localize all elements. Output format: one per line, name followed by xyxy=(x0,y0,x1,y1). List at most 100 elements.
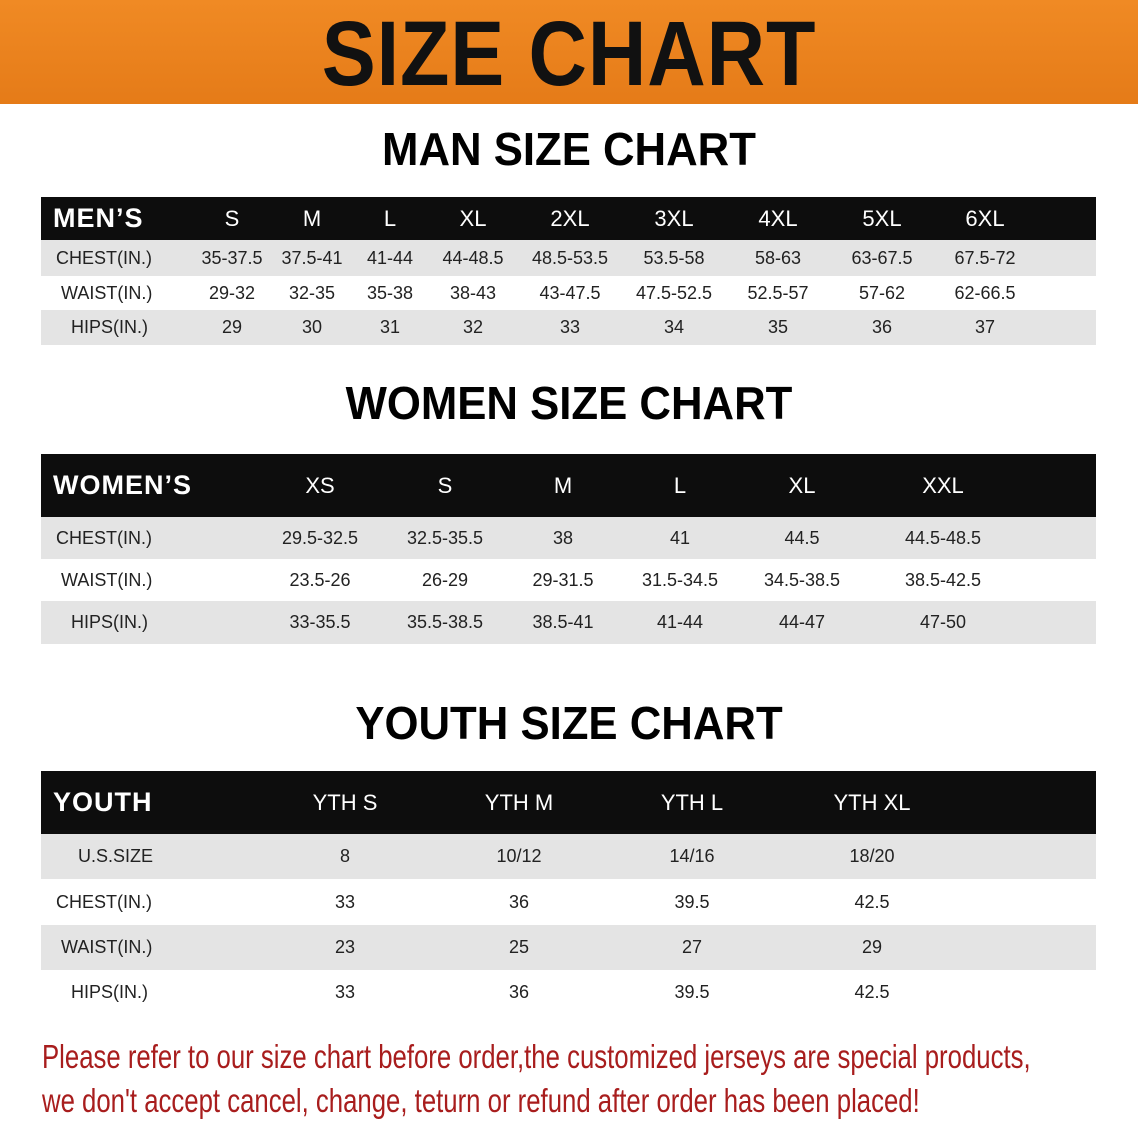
women-size-table: WOMEN’S XS S M L XL XXL CHEST(IN.) 29.5-32.5 32.5… xyxy=(41,454,1096,644)
size-header-cell: XS xyxy=(305,472,335,498)
measurement-cell: 41-44 xyxy=(656,612,704,632)
size-header-cell: XL xyxy=(459,205,487,231)
measurement-cell: 41-44 xyxy=(366,247,414,268)
size-header-cell: XL xyxy=(788,472,816,498)
measurement-cell: 57-62 xyxy=(858,282,906,303)
size-header-cell: 5XL xyxy=(862,205,902,231)
size-header-cell: YTH M xyxy=(484,789,554,815)
measurement-cell: 25 xyxy=(508,937,530,957)
measurement-cell: 39.5 xyxy=(674,891,710,912)
size-header-cell: YTH XL xyxy=(833,789,911,815)
measurement-cell: 31 xyxy=(379,317,401,337)
banner: SIZE CHART xyxy=(0,0,1138,105)
measurement-cell: 44.5 xyxy=(784,527,820,548)
measurement-cell: 47-50 xyxy=(919,612,967,632)
size-header-cell: L xyxy=(673,472,687,498)
measurement-cell: 32 xyxy=(462,317,484,337)
measurement-cell: 47.5-52.5 xyxy=(635,282,713,303)
measurement-cell: 34.5-38.5 xyxy=(763,569,841,590)
measurement-cell: 29 xyxy=(861,937,883,957)
measurement-cell: 32.5-35.5 xyxy=(406,527,484,548)
size-header-cell: 2XL xyxy=(550,205,590,231)
measurement-cell: 35.5-38.5 xyxy=(406,612,484,632)
row-label: CHEST(IN.) xyxy=(56,891,152,912)
measurement-cell: 34 xyxy=(663,317,685,337)
row-label: HIPS(IN.) xyxy=(71,317,149,337)
men-header-row: MEN’S S M L XL 2XL 3XL 4XL 5XL 6XL xyxy=(41,197,1096,240)
table-row: HIPS(IN.) 29 30 31 32 33 34 35 36 37 xyxy=(41,310,1096,345)
measurement-cell: 48.5-53.5 xyxy=(531,247,609,268)
banner-title: SIZE CHART xyxy=(321,3,817,105)
measurement-cell: 35-37.5 xyxy=(201,247,263,268)
measurement-cell: 44.5-48.5 xyxy=(904,527,982,548)
table-row: U.S.SIZE 8 10/12 14/16 18/20 xyxy=(41,834,1096,879)
measurement-cell: 36 xyxy=(871,317,893,337)
measurement-cell: 53.5-58 xyxy=(643,247,705,268)
row-label: U.S.SIZE xyxy=(78,846,154,866)
measurement-cell: 63-67.5 xyxy=(851,247,913,268)
row-label: WAIST(IN.) xyxy=(61,282,153,303)
measurement-cell: 41 xyxy=(669,527,691,548)
measurement-cell: 44-47 xyxy=(778,612,826,632)
table-row: HIPS(IN.) 33-35.5 35.5-38.5 38.5-41 41-44 44-… xyxy=(41,601,1096,644)
men-section-title: MAN SIZE CHART xyxy=(382,123,756,175)
youth-size-table: YOUTH YTH S YTH M YTH L YTH XL U.S.SIZE 8 10/12… xyxy=(41,771,1096,1015)
measurement-cell: 30 xyxy=(301,317,323,337)
measurement-cell: 29 xyxy=(221,317,243,337)
row-label: CHEST(IN.) xyxy=(56,247,152,268)
size-header-cell: 6XL xyxy=(965,205,1005,231)
measurement-cell: 31.5-34.5 xyxy=(641,569,719,590)
size-header-cell: YTH L xyxy=(660,789,724,815)
size-header-cell: M xyxy=(553,472,573,498)
size-header-cell: S xyxy=(224,205,240,231)
notice-line-1: Please refer to our size chart before or… xyxy=(42,1038,1031,1075)
notice-line-2: we don't accept cancel, change, teturn o… xyxy=(42,1082,920,1119)
size-header-cell: M xyxy=(302,205,322,231)
table-row: CHEST(IN.) 33 36 39.5 42.5 xyxy=(41,879,1096,925)
measurement-cell: 35 xyxy=(767,317,789,337)
measurement-cell: 43-47.5 xyxy=(539,282,601,303)
measurement-cell: 37 xyxy=(974,317,996,337)
measurement-cell: 44-48.5 xyxy=(442,247,504,268)
measurement-cell: 23 xyxy=(334,937,356,957)
row-label: HIPS(IN.) xyxy=(71,612,149,632)
measurement-cell: 36 xyxy=(508,891,530,912)
measurement-cell: 10/12 xyxy=(496,846,542,866)
size-header-cell: S xyxy=(437,472,453,498)
table-title-cell: WOMEN’S xyxy=(53,470,192,500)
measurement-cell: 37.5-41 xyxy=(281,247,343,268)
measurement-cell: 38 xyxy=(552,527,574,548)
measurement-cell: 32-35 xyxy=(288,282,336,303)
measurement-cell: 38-43 xyxy=(449,282,497,303)
measurement-cell: 29.5-32.5 xyxy=(281,527,359,548)
row-label: WAIST(IN.) xyxy=(61,937,153,957)
youth-section-title: YOUTH SIZE CHART xyxy=(355,697,783,749)
row-label: HIPS(IN.) xyxy=(71,982,149,1002)
measurement-cell: 38.5-42.5 xyxy=(904,569,982,590)
men-size-table: MEN’S S M L XL 2XL 3XL 4XL 5XL 6XL CHEST(IN.) 35-37… xyxy=(41,197,1096,345)
table-row: CHEST(IN.) 29.5-32.5 32.5-35.5 38 41 44.5 44.5… xyxy=(41,517,1096,559)
measurement-cell: 36 xyxy=(508,982,530,1002)
measurement-cell: 67.5-72 xyxy=(954,247,1016,268)
size-header-cell: XXL xyxy=(922,472,964,498)
measurement-cell: 58-63 xyxy=(754,247,802,268)
table-row: WAIST(IN.) 23.5-26 26-29 29-31.5 31.5-34.5 34… xyxy=(41,559,1096,601)
women-header-row: WOMEN’S XS S M L XL XXL xyxy=(41,454,1096,517)
measurement-cell: 35-38 xyxy=(366,282,414,303)
measurement-cell: 42.5 xyxy=(854,982,890,1002)
measurement-cell: 26-29 xyxy=(421,569,469,590)
size-header-cell: 3XL xyxy=(654,205,694,231)
measurement-cell: 23.5-26 xyxy=(289,569,351,590)
table-row: WAIST(IN.) 23 25 27 29 xyxy=(41,925,1096,970)
measurement-cell: 14/16 xyxy=(669,846,715,866)
measurement-cell: 38.5-41 xyxy=(532,612,594,632)
table-title-cell: YOUTH xyxy=(53,787,153,817)
measurement-cell: 52.5-57 xyxy=(747,282,809,303)
youth-header-row: YOUTH YTH S YTH M YTH L YTH XL xyxy=(41,771,1096,834)
row-label: WAIST(IN.) xyxy=(61,569,153,590)
measurement-cell: 29-31.5 xyxy=(532,569,594,590)
measurement-cell: 33 xyxy=(334,982,356,1002)
measurement-cell: 33-35.5 xyxy=(289,612,351,632)
table-row: HIPS(IN.) 33 36 39.5 42.5 xyxy=(41,970,1096,1015)
women-section-title: WOMEN SIZE CHART xyxy=(345,377,793,429)
